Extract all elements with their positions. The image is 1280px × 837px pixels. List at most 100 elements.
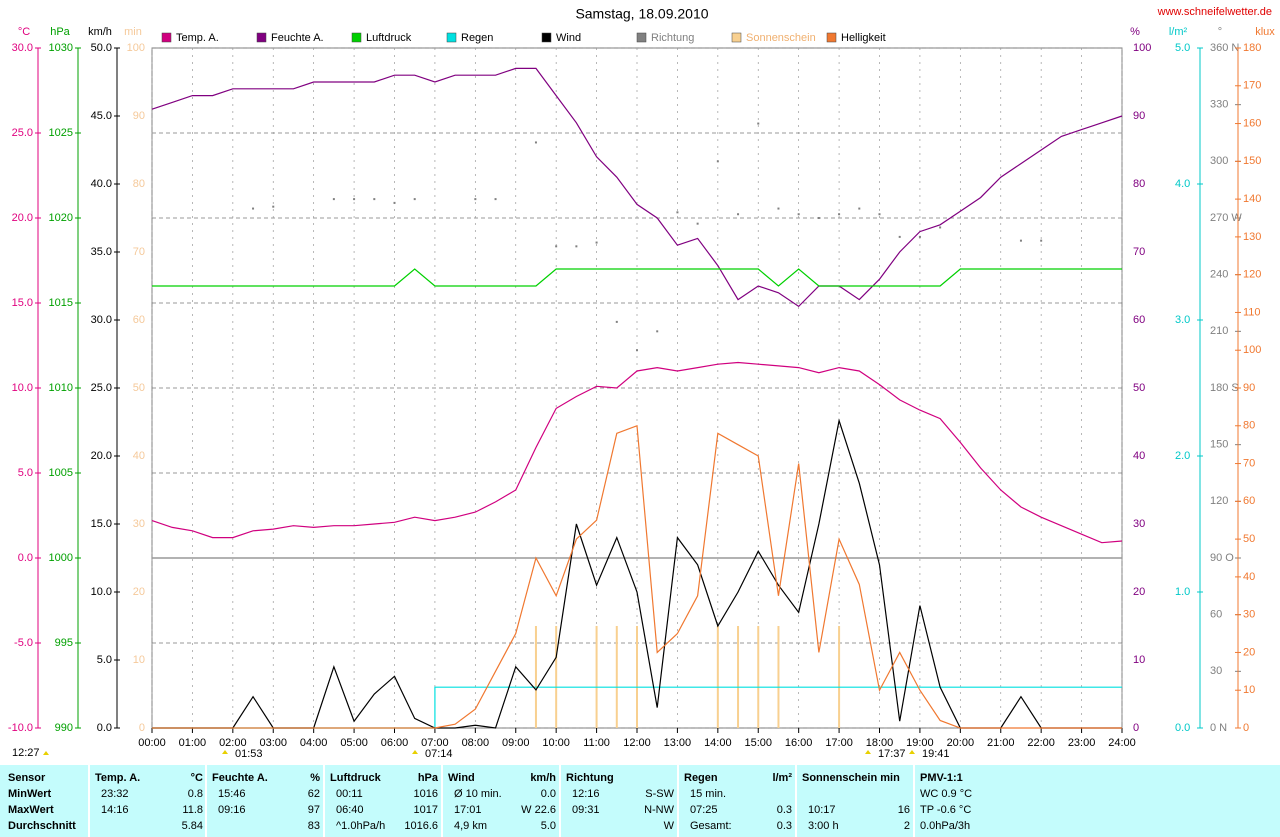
- y-tick-label: 35.0: [91, 246, 112, 258]
- y-tick-label: 2.0: [1175, 450, 1190, 462]
- axis-unit: %: [1130, 26, 1140, 38]
- source: www.schneifelwetter.de: [1157, 6, 1272, 18]
- direction-dot: [1040, 239, 1043, 242]
- table-cell: 23:32: [101, 788, 129, 800]
- axis-unit: min: [124, 26, 142, 38]
- x-tick-label: 22:00: [1027, 737, 1055, 749]
- y-tick-label: 0: [139, 722, 145, 734]
- y-tick-label: 40: [133, 450, 145, 462]
- y-tick-label: 5.0: [1175, 42, 1190, 54]
- y-tick-label: 0.0: [18, 552, 33, 564]
- sunshine-bar: [555, 626, 558, 728]
- table-header-unit: hPa: [418, 772, 439, 784]
- y-tick-label: 60: [133, 314, 145, 326]
- direction-dot: [716, 160, 719, 163]
- y-tick-label: 30: [1133, 518, 1145, 530]
- table-cell: 62: [308, 788, 320, 800]
- legend-label: Feuchte A.: [271, 32, 324, 44]
- y-tick-label: 80: [1243, 420, 1255, 432]
- y-tick-label: 50: [1243, 533, 1255, 545]
- table-cell: 83: [308, 820, 320, 832]
- y-tick-label: 150: [1210, 439, 1228, 451]
- y-tick-label: 45.0: [91, 110, 112, 122]
- direction-dot: [373, 198, 376, 201]
- y-tick-label: 110: [1243, 306, 1261, 318]
- y-tick-label: 4.0: [1175, 178, 1190, 190]
- table-cell: 11.8: [182, 804, 203, 816]
- y-tick-label: 20: [133, 586, 145, 598]
- table-header: PMV-1:1: [920, 772, 963, 784]
- x-tick-label: 11:00: [583, 737, 610, 749]
- table-header: Sonnenschein min: [802, 772, 900, 784]
- legend-swatch: [636, 32, 647, 43]
- y-tick-label: 1030: [49, 42, 73, 54]
- y-tick-label: 330: [1210, 99, 1228, 111]
- y-tick-label: 10.0: [91, 586, 112, 598]
- time-annotation: 01:53: [235, 748, 263, 760]
- sunshine-bar: [757, 626, 760, 728]
- table-cell: 09:16: [218, 804, 246, 816]
- table-cell: 16: [898, 804, 910, 816]
- y-tick-label: 70: [1133, 246, 1145, 258]
- table-cell: Gesamt:: [690, 820, 732, 832]
- y-tick-label: 1.0: [1175, 586, 1190, 598]
- table-cell: 00:11: [336, 788, 363, 800]
- direction-dot: [332, 198, 335, 201]
- legend-label: Sonnenschein: [746, 32, 816, 44]
- table-header: Luftdruck: [330, 772, 382, 784]
- x-tick-label: 06:00: [381, 737, 409, 749]
- y-tick-label: 0.0: [1175, 722, 1190, 734]
- table-cell: 15 min.: [690, 788, 726, 800]
- y-tick-label: 3.0: [1175, 314, 1190, 326]
- legend-label: Helligkeit: [841, 32, 886, 44]
- x-tick-label: 18:00: [866, 737, 894, 749]
- x-tick-label: 14:00: [704, 737, 732, 749]
- direction-dot: [272, 205, 275, 208]
- x-tick-label: 00:00: [138, 737, 166, 749]
- y-tick-label: 20.0: [91, 450, 112, 462]
- table-cell: 2: [904, 820, 910, 832]
- y-tick-label: 15.0: [91, 518, 112, 530]
- table-cell: 0.3: [777, 820, 792, 832]
- table-cell: 5.0: [541, 820, 556, 832]
- y-tick-label: 60: [1243, 495, 1255, 507]
- table-header: Wind: [448, 772, 475, 784]
- y-tick-label: 30.0: [91, 314, 112, 326]
- y-tick-label: 1020: [49, 212, 73, 224]
- y-tick-label: 990: [55, 722, 73, 734]
- direction-dot: [878, 213, 881, 216]
- x-tick-label: 01:00: [179, 737, 207, 749]
- table-cell: 0.0: [541, 788, 556, 800]
- table-cell: 14:16: [101, 804, 129, 816]
- table-cell: 4,9 km: [454, 820, 487, 832]
- y-tick-label: 0 N: [1210, 722, 1227, 734]
- y-tick-label: 995: [55, 637, 73, 649]
- table-header: Temp. A.: [95, 772, 140, 784]
- table-header-unit: %: [310, 772, 320, 784]
- direction-dot: [1019, 239, 1022, 242]
- y-tick-label: 25.0: [91, 382, 112, 394]
- table-header: Regen: [684, 772, 718, 784]
- legend-label: Richtung: [651, 32, 694, 44]
- table-header-unit: km/h: [530, 772, 556, 784]
- y-tick-label: 50.0: [91, 42, 112, 54]
- table-cell: W: [664, 820, 675, 832]
- table-cell: 07:25: [690, 804, 718, 816]
- y-tick-label: 80: [1133, 178, 1145, 190]
- sunshine-bar: [737, 626, 740, 728]
- direction-dot: [474, 198, 477, 201]
- y-tick-label: 10.0: [12, 382, 33, 394]
- y-tick-label: 180 S: [1210, 382, 1239, 394]
- y-tick-label: 30: [133, 518, 145, 530]
- series-line: [151, 361, 1123, 544]
- y-tick-label: 160: [1243, 117, 1261, 129]
- x-tick-label: 15:00: [744, 737, 772, 749]
- marker: [222, 750, 228, 754]
- sensor-table: Sensor Temp. A. °C Feuchte A.% Luftdruck hPa W…: [8, 765, 972, 837]
- table-cell: 97: [308, 804, 320, 816]
- marker: [412, 750, 418, 754]
- series-line: [151, 67, 1123, 308]
- table-cell: W 22.6: [521, 804, 556, 816]
